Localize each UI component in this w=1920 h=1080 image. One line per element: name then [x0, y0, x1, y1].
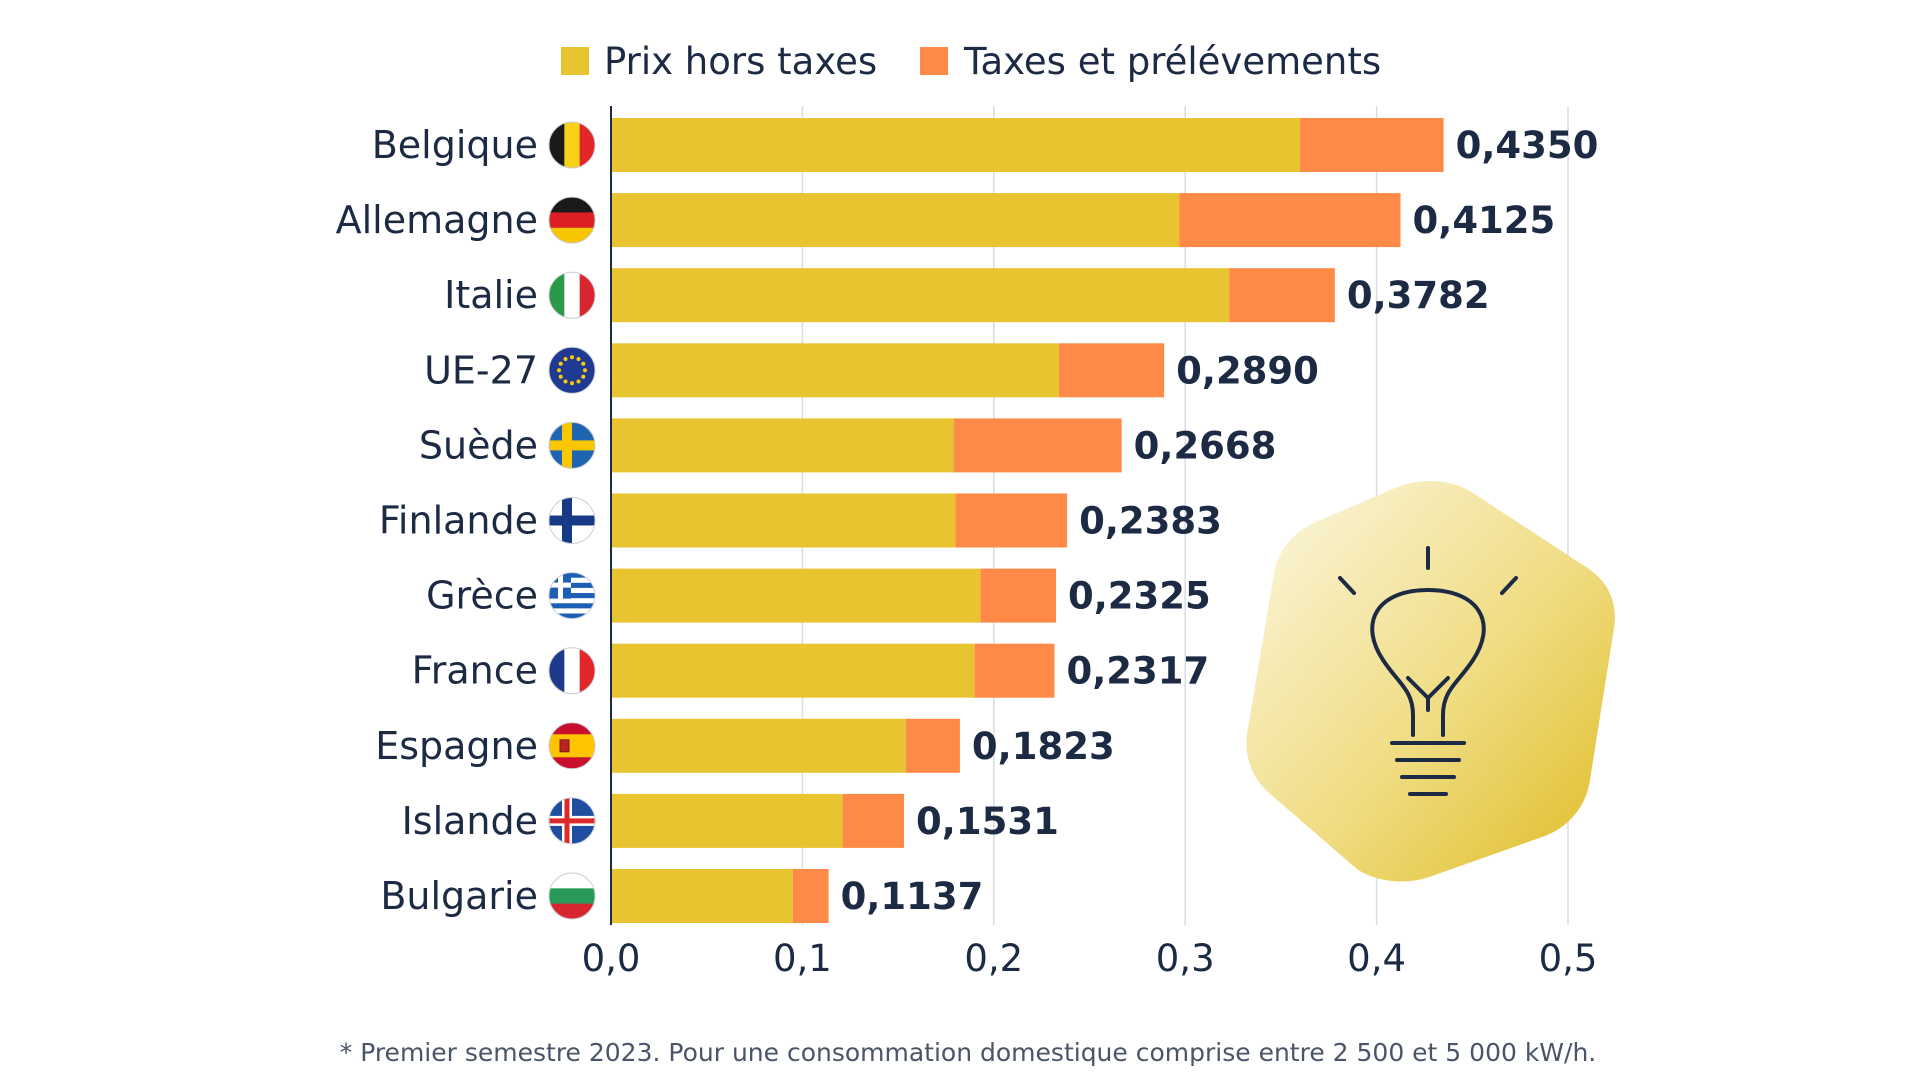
bar-taxes-4 [953, 418, 1122, 473]
flag-spain-icon [548, 722, 596, 770]
value-label: 0,2317 [1066, 650, 1209, 693]
bar-prix-3 [611, 343, 1059, 398]
legend-label-prix: Prix hors taxes [604, 40, 877, 83]
category-label: France [412, 649, 538, 693]
category-label: Finlande [379, 499, 538, 543]
lightbulb-badge [1246, 481, 1615, 882]
category-label: Italie [444, 273, 538, 317]
value-label: 0,1823 [972, 725, 1115, 768]
category-label: Suède [419, 423, 538, 467]
category-label: Islande [402, 799, 538, 843]
value-label: 0,4350 [1456, 124, 1599, 167]
bar-taxes-1 [1179, 193, 1401, 248]
bar-taxes-0 [1300, 118, 1444, 172]
bar-prix-2 [611, 268, 1230, 323]
tick-label: 0,3 [1156, 937, 1215, 980]
category-label: Belgique [372, 123, 538, 167]
legend-label-taxes: Taxes et prélévements [963, 40, 1381, 83]
lightbulb-icon [1338, 546, 1518, 796]
tick-label: 0,2 [964, 937, 1023, 980]
bar-prix-10 [611, 869, 793, 923]
bar-taxes-8 [905, 718, 960, 773]
bar-prix-0 [611, 118, 1301, 172]
x-axis: 0,0 0,1 0,2 0,3 0,4 0,5 [582, 106, 1598, 980]
footnote: * Premier semestre 2023. Pour une consom… [340, 1038, 1596, 1067]
value-label: 0,1137 [841, 875, 984, 918]
bar-taxes-9 [842, 793, 905, 848]
bar-prix-1 [611, 193, 1180, 248]
value-labels: 0,4350 0,4125 0,3782 0,2890 0,2668 0,2383 0,23… [841, 124, 1599, 918]
value-label: 0,2668 [1134, 424, 1277, 467]
category-label: Bulgarie [380, 874, 538, 918]
value-label: 0,3782 [1347, 274, 1490, 317]
category-label: Grèce [426, 574, 538, 618]
tick-label: 0,4 [1347, 937, 1406, 980]
value-label: 0,1531 [916, 800, 1059, 843]
flag-italy-icon [548, 271, 596, 319]
bar-taxes-7 [974, 643, 1055, 698]
category-labels: Belgique Allemagne Italie UE-27 Suède Finland… [336, 123, 538, 918]
bar-prix-5 [611, 493, 956, 548]
flag-belgium-icon [548, 121, 596, 169]
flag-finland-icon [548, 497, 596, 544]
tick-label: 0,5 [1539, 937, 1598, 980]
bar-prix-4 [611, 418, 954, 473]
legend: Prix hors taxes Taxes et prélévements [561, 40, 1381, 83]
bars [611, 118, 1444, 923]
flag-france-icon [548, 647, 596, 695]
flag-sweden-icon [548, 421, 596, 469]
tick-label: 0,0 [582, 937, 641, 980]
badge-hexagon [1246, 481, 1615, 882]
legend-swatch-taxes [920, 47, 948, 75]
legend-swatch-prix [561, 47, 589, 75]
bar-prix-6 [611, 568, 981, 623]
bar-prix-7 [611, 643, 975, 698]
value-label: 0,2325 [1068, 575, 1211, 618]
flag-greece-icon [548, 572, 596, 620]
bar-taxes-10 [792, 869, 829, 923]
bar-taxes-5 [955, 493, 1068, 548]
flag-eu-icon [548, 346, 596, 394]
value-label: 0,2383 [1079, 500, 1222, 543]
bar-prix-9 [611, 793, 843, 848]
value-label: 0,4125 [1413, 199, 1556, 242]
bar-taxes-3 [1058, 343, 1165, 398]
flags [548, 121, 596, 920]
value-label: 0,2890 [1176, 349, 1319, 392]
flag-bulgaria-icon [548, 872, 596, 920]
bar-prix-8 [611, 718, 906, 773]
tick-label: 0,1 [773, 937, 832, 980]
bar-taxes-2 [1229, 268, 1335, 323]
category-label: Espagne [375, 724, 538, 768]
bar-taxes-6 [980, 568, 1057, 623]
category-label: UE-27 [424, 348, 538, 392]
category-label: Allemagne [336, 198, 538, 242]
flag-iceland-icon [548, 797, 596, 845]
flag-germany-icon [548, 196, 596, 244]
